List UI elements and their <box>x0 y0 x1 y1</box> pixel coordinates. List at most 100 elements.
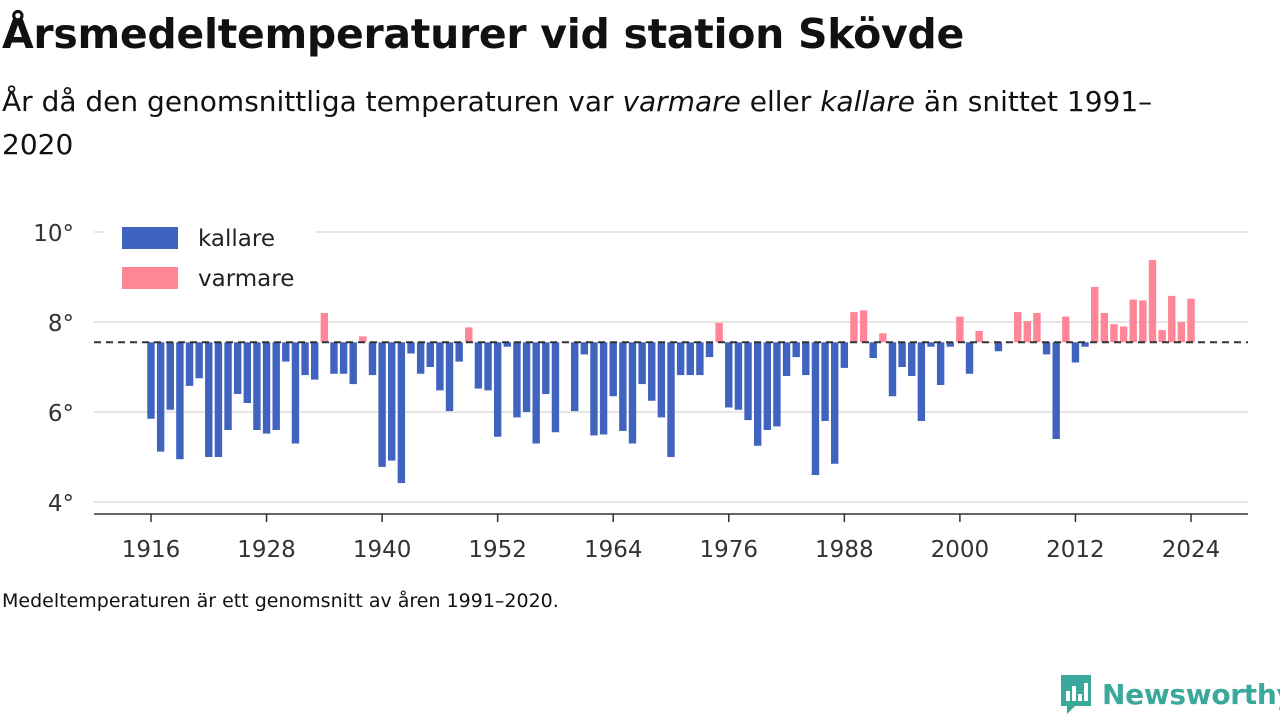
y-tick-label: 10° <box>33 221 74 247</box>
bar-1918 <box>166 342 174 410</box>
bar-1998 <box>936 342 945 385</box>
bar-1982 <box>782 342 791 376</box>
bar-1948 <box>455 342 463 362</box>
bar-1974 <box>705 342 714 358</box>
y-tick-labels: 4° 6° 8° 10° <box>33 221 74 517</box>
bar-1931 <box>291 342 300 444</box>
bar-1967 <box>638 342 646 385</box>
bar-1927 <box>253 342 261 430</box>
bar-2002 <box>975 331 983 343</box>
bar-1939 <box>368 342 377 376</box>
subtitle-cold-word: kallare <box>820 85 916 118</box>
legend-label-warm: varmare <box>198 266 294 292</box>
bar-1940 <box>378 342 386 467</box>
bar-1919 <box>176 342 184 460</box>
bar-1956 <box>532 342 540 444</box>
temperature-bar-chart: 4° 6° 8° 10° 1916 1928 1940 1952 1964 1976 1988 20… <box>33 221 1248 563</box>
bar-1947 <box>445 342 454 412</box>
bar-2014 <box>1091 286 1099 343</box>
bar-1933 <box>311 342 319 380</box>
bar-1981 <box>773 342 781 427</box>
page-title: Årsmedeltemperaturer vid station Skövde <box>2 10 964 58</box>
bar-2006 <box>1013 312 1022 343</box>
bar-1925 <box>233 342 242 394</box>
bar-2010 <box>1052 342 1060 439</box>
bar-1990 <box>859 310 868 343</box>
bar-2012 <box>1071 342 1080 363</box>
bar-1926 <box>243 342 251 403</box>
bar-1992 <box>879 333 887 343</box>
bar-1954 <box>513 342 521 418</box>
bar-1961 <box>580 342 589 355</box>
bar-1996 <box>917 342 926 421</box>
bar-2019 <box>1139 300 1147 343</box>
bar-1945 <box>426 342 434 367</box>
bar-1936 <box>339 342 348 374</box>
bar-1963 <box>599 342 608 435</box>
bar-1929 <box>272 342 280 430</box>
bar-1973 <box>696 342 704 376</box>
bar-2001 <box>965 342 974 374</box>
bar-1987 <box>831 342 839 464</box>
bar-1916 <box>147 342 155 419</box>
x-tick-label: 1976 <box>700 537 759 563</box>
bar-2023 <box>1177 322 1186 343</box>
legend-label-cold: kallare <box>198 226 275 252</box>
bar-1924 <box>224 342 232 430</box>
bar-1946 <box>436 342 444 391</box>
x-tick-label: 1952 <box>468 537 527 563</box>
legend-swatch-cold <box>122 227 178 249</box>
bar-1957 <box>542 342 550 394</box>
brand-logo[interactable]: Newsworthy <box>1058 671 1280 717</box>
bar-1930 <box>282 342 290 362</box>
bar-1977 <box>734 342 743 410</box>
subtitle-part-1: År då den genomsnittliga temperaturen va… <box>2 85 623 118</box>
bar-1979 <box>753 342 762 446</box>
legend-swatch-warm <box>122 267 178 289</box>
bar-1983 <box>792 342 800 358</box>
bar-1937 <box>349 342 357 385</box>
bar-2015 <box>1100 313 1109 343</box>
bar-1958 <box>551 342 560 433</box>
x-tick-label: 1940 <box>353 537 412 563</box>
bar-1989 <box>850 312 858 343</box>
bar-1971 <box>676 342 685 376</box>
brand-name: Newsworthy <box>1102 677 1280 711</box>
bar-1951 <box>484 342 492 391</box>
bar-2008 <box>1033 313 1041 343</box>
bar-1999 <box>946 342 954 347</box>
bar-2016 <box>1110 324 1118 343</box>
bar-1941 <box>388 342 396 461</box>
bar-1935 <box>330 342 338 374</box>
bar-2024 <box>1187 298 1195 343</box>
x-tick-label: 2024 <box>1162 537 1221 563</box>
subtitle-part-2: eller <box>740 85 821 118</box>
newsworthy-logo-icon <box>1061 675 1091 714</box>
chart-subtitle: År då den genomsnittliga temperaturen va… <box>2 80 1202 166</box>
bar-1960 <box>571 342 579 412</box>
legend: kallare varmare <box>104 222 316 302</box>
subtitle-part-3: än snittet 1991–2020 <box>2 85 1153 161</box>
bar-1920 <box>185 342 194 386</box>
bar-1986 <box>821 342 829 421</box>
bar-1928 <box>262 342 271 434</box>
y-tick-label: 6° <box>48 401 74 427</box>
bar-2007 <box>1023 321 1031 343</box>
bar-1949 <box>465 327 473 343</box>
bar-2020 <box>1148 259 1157 343</box>
x-tick-label: 2012 <box>1046 537 1105 563</box>
bar-2004 <box>994 342 1003 352</box>
bar-1921 <box>195 342 203 379</box>
bar-1943 <box>407 342 415 354</box>
bars <box>147 259 1195 484</box>
bar-1978 <box>744 342 752 421</box>
bar-1988 <box>840 342 849 368</box>
bar-1932 <box>301 342 309 376</box>
y-tick-label: 4° <box>48 491 74 517</box>
bar-1955 <box>522 342 531 412</box>
bar-1965 <box>619 342 627 431</box>
bar-1950 <box>474 342 483 389</box>
bar-1968 <box>648 342 656 401</box>
bar-1966 <box>628 342 637 444</box>
bar-1985 <box>811 342 820 475</box>
